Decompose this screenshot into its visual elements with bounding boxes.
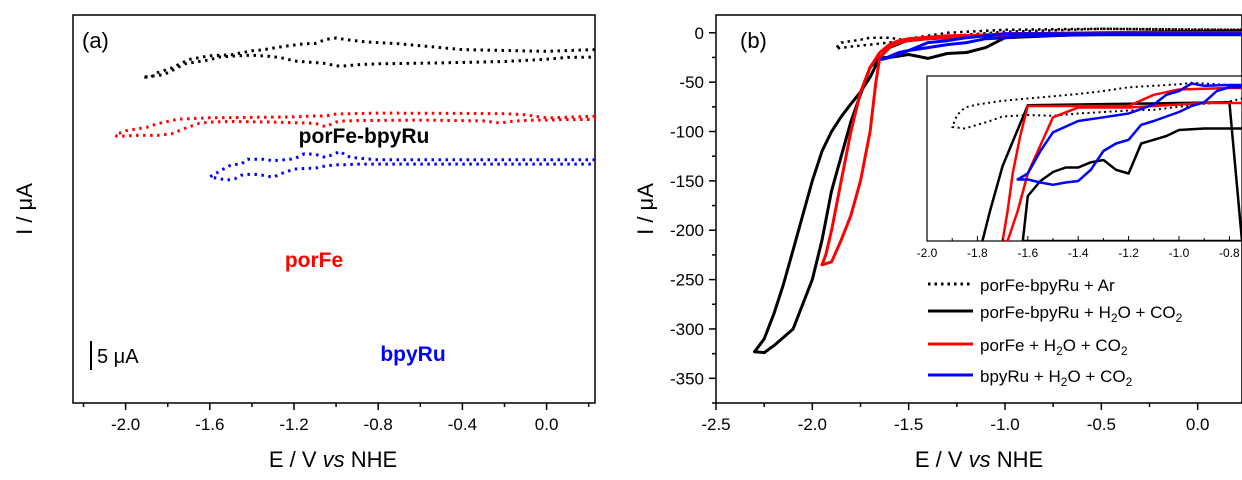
panel-a-series-line-0 [142,36,596,79]
inset-x-tick-label: -0.8 [1219,246,1240,260]
y-tick-label: -350 [670,369,704,388]
legend-label: porFe-bpyRu + H2O + CO2 [980,303,1183,325]
x-tick-label: -0.5 [1087,415,1116,434]
inset-x-tick-label: -2.0 [917,246,938,260]
panel-b-label: (b) [740,28,767,53]
legend-item-porfe-bpyru-ar: porFe-bpyRu + Ar [928,276,1115,295]
panel-a-series-line-1 [111,111,596,138]
legend-item-porfe-h2o-co2: porFe + H2O + CO2 [928,336,1128,358]
inset-chart: -2.0 -1.8 -1.6 -1.4 -1.2 -1.0 -0.8 [917,75,1242,260]
x-tick-label: -1.0 [990,415,1019,434]
panel-b-y-axis-label: I / μA [633,183,658,235]
panel-b-series-line-1 [753,29,1242,355]
series-label-porfe-bpyru: porFe-bpyRu [299,125,430,148]
legend-label: bpyRu + H2O + CO2 [980,367,1133,389]
inset-x-tick-label: -1.6 [1017,246,1038,260]
panel-b-y-ticks: 0 -50 -100 -150 -200 -250 -300 -350 [670,24,716,404]
x-tick-label: -1.2 [279,415,308,434]
scale-bar-label: 5 μA [97,346,139,368]
panel-b-series-line-2 [820,31,1242,267]
x-tick-label: -2.0 [798,415,827,434]
inset-series-line-0 [951,81,1242,130]
panel-a-series-line-2 [205,149,595,182]
x-tick-label: -2.5 [701,415,730,434]
legend-item-porfe-bpyru-h2o-co2: porFe-bpyRu + H2O + CO2 [928,303,1183,325]
panel-b-chart: -2.5 -2.0 -1.5 -1.0 -0.5 0.0 0 -50 -100 -150 -200… [633,14,1242,472]
x-tick-label: 0.0 [535,415,559,434]
series-label-bpyru: bpyRu [380,343,445,366]
x-tick-label: -0.8 [364,415,393,434]
legend-item-bpyru-h2o-co2: bpyRu + H2O + CO2 [928,367,1133,389]
panel-a-label: (a) [82,28,109,53]
legend-label: porFe + H2O + CO2 [980,336,1128,358]
y-tick-label: -100 [670,122,704,141]
x-tick-label: -1.5 [894,415,923,434]
legend-label: porFe-bpyRu + Ar [980,276,1115,295]
y-tick-label: -300 [670,320,704,339]
panel-b-frame [715,14,1242,404]
panel-a-x-axis-label: E / V vs NHE [269,447,397,472]
x-tick-label: 0.0 [1186,415,1210,434]
panel-b-series-group [753,27,1242,355]
y-tick-label: 0 [695,24,704,43]
x-tick-label: -0.4 [448,415,477,434]
inset-x-tick-label: -1.2 [1118,246,1139,260]
panel-a-frame [72,14,596,404]
inset-x-tick-label: -1.0 [1169,246,1190,260]
x-tick-label: -1.6 [195,415,224,434]
inset-x-ticks: -2.0 -1.8 -1.6 -1.4 -1.2 -1.0 -0.8 [917,236,1240,260]
y-tick-label: -50 [679,73,704,92]
inset-series-line-3 [1016,82,1242,187]
panel-b-x-ticks: -2.5 -2.0 -1.5 -1.0 -0.5 0.0 [701,403,1210,434]
inset-series-group [951,81,1242,241]
panel-b-legend: porFe-bpyRu + Ar porFe-bpyRu + H2O + CO2… [928,276,1183,389]
panel-a-x-ticks: -2.0 -1.6 -1.2 -0.8 -0.4 0.0 [82,403,590,434]
x-tick-label: -2.0 [111,415,140,434]
y-tick-label: -200 [670,221,704,240]
inset-x-tick-label: -1.4 [1068,246,1089,260]
panel-a-series-group [111,36,596,182]
inset-frame [926,75,1242,242]
y-tick-label: -150 [670,172,704,191]
panel-b-series-line-3 [880,32,1242,61]
panel-b-series-line-0 [834,27,1242,50]
panel-a-chart: -2.0 -1.6 -1.2 -0.8 -0.4 0.0 (a) porFe-bpyRu … [12,14,596,472]
panel-a-y-axis-label: I / μA [12,183,37,235]
inset-x-tick-label: -1.8 [967,246,988,260]
series-label-porfe: porFe [285,249,343,272]
panel-b-x-axis-label: E / V vs NHE [915,447,1043,472]
y-tick-label: -250 [670,271,704,290]
